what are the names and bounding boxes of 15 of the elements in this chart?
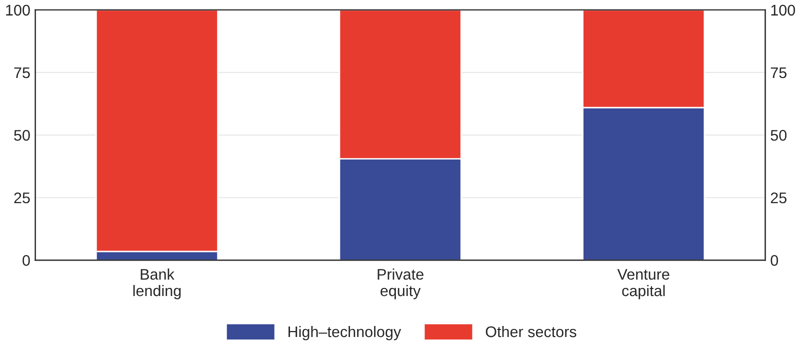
y2-tick-label: 50 [770, 130, 787, 141]
legend-label: Other sectors [486, 326, 576, 338]
y2-tick-label: 0 [770, 255, 778, 266]
y-tick-label: 50 [14, 130, 30, 141]
y-tick-label: 75 [14, 68, 30, 78]
x-tick-label: Bank lending [133, 268, 181, 300]
x-tick-label: Private equity [378, 268, 424, 300]
y-tick-label: 25 [14, 192, 30, 204]
y-tick-label: 0 [22, 255, 30, 266]
y2-tick-label: 25 [770, 192, 786, 204]
y2-tick-label: 100 [771, 4, 796, 16]
x-tick-label: Venture capital [617, 269, 670, 300]
y-tick-label: 100 [6, 4, 30, 16]
legend-label: High–technology [288, 326, 402, 340]
y2-tick-label: 75 [770, 68, 786, 78]
